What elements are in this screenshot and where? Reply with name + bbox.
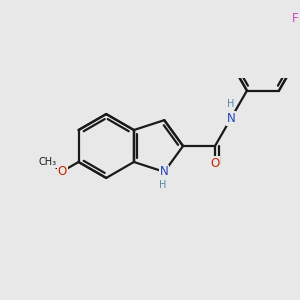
Text: H: H [227,99,235,109]
Text: N: N [226,112,236,125]
Text: O: O [210,157,220,170]
Text: H: H [159,180,166,190]
Text: O: O [58,165,67,178]
Text: F: F [292,12,298,25]
Text: N: N [160,165,169,178]
Text: CH₃: CH₃ [38,158,56,167]
